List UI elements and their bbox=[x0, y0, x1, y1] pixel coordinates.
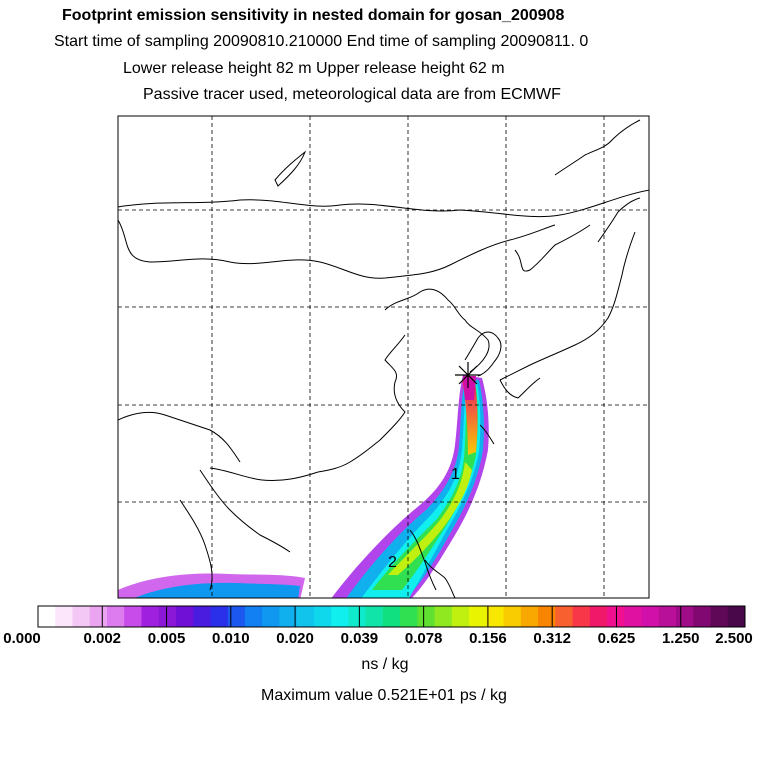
colorbar-cell bbox=[710, 606, 729, 627]
colorbar-cell bbox=[106, 606, 125, 627]
colorbar-tick-label: 0.078 bbox=[404, 630, 443, 647]
colorbar-cell bbox=[365, 606, 384, 627]
colorbar-cell bbox=[417, 606, 436, 627]
colorbar-tick-label: 1.250 bbox=[661, 630, 700, 647]
colorbar-cell bbox=[503, 606, 522, 627]
colorbar-cell bbox=[727, 606, 746, 627]
receptor-marker bbox=[455, 362, 481, 388]
colorbar-cell bbox=[158, 606, 177, 627]
chart-title: Footprint emission sensitivity in nested… bbox=[62, 7, 565, 24]
colorbar-cell bbox=[658, 606, 677, 627]
colorbar-cell bbox=[572, 606, 591, 627]
colorbar-cell bbox=[486, 606, 505, 627]
colorbar-tick-label: 0.005 bbox=[147, 630, 186, 647]
colorbar-cell bbox=[244, 606, 263, 627]
colorbar-frame bbox=[37, 605, 746, 628]
colorbar-tick-label: 0.002 bbox=[83, 630, 122, 647]
colorbar-cell bbox=[72, 606, 91, 627]
colorbar-cell bbox=[55, 606, 73, 627]
colorbar-cell bbox=[175, 606, 194, 627]
colorbar-unit: ns / kg bbox=[361, 656, 409, 673]
footprint-map: 1 2 bbox=[117, 115, 650, 599]
colorbar-cell bbox=[676, 606, 694, 627]
colorbar-tick-label: 0.156 bbox=[469, 630, 507, 647]
colorbar-cell bbox=[469, 606, 487, 627]
colorbar-cell bbox=[262, 606, 280, 627]
plume-label-1: 1 bbox=[451, 466, 460, 483]
colorbar-tick-label: 0.010 bbox=[212, 630, 250, 647]
colorbar-cell bbox=[124, 606, 142, 627]
colorbar-cell bbox=[89, 606, 108, 627]
colorbar-cell bbox=[624, 606, 643, 627]
colorbar-cell bbox=[313, 606, 332, 627]
colorbar-tick-label: 0.039 bbox=[340, 630, 379, 647]
colorbar-tick-label: 0.312 bbox=[533, 630, 571, 647]
colorbar-tick-label: 2.500 bbox=[715, 630, 753, 647]
colorbar-tick-label: 0.020 bbox=[276, 630, 314, 647]
colorbar-cell bbox=[227, 606, 246, 627]
coastlines bbox=[118, 119, 649, 598]
colorbar-cell bbox=[141, 606, 160, 627]
maximum-value: Maximum value 0.521E+01 ps / kg bbox=[261, 687, 507, 704]
colorbar-cell bbox=[382, 606, 401, 627]
colorbar-cell bbox=[193, 606, 211, 627]
colorbar-cell bbox=[589, 606, 608, 627]
colorbar-cell bbox=[296, 606, 315, 627]
colorbar-tick-label: 0.000 bbox=[3, 630, 41, 647]
colorbar-cell bbox=[538, 606, 556, 627]
colorbar-cell bbox=[348, 606, 367, 627]
colorbar-cell bbox=[607, 606, 625, 627]
colorbar-cell bbox=[331, 606, 349, 627]
colorbar-cell bbox=[451, 606, 470, 627]
colorbar-cell bbox=[520, 606, 539, 627]
map-frame bbox=[117, 115, 650, 599]
lat-lon-grid bbox=[118, 116, 649, 598]
colorbar-cells bbox=[37, 606, 746, 627]
colorbar-cell bbox=[38, 606, 56, 627]
plume-label-2: 2 bbox=[388, 554, 397, 571]
colorbar-cell bbox=[210, 606, 229, 627]
tracer-info-line: Passive tracer used, meteorological data… bbox=[143, 86, 561, 103]
release-height-line: Lower release height 82 m Upper release … bbox=[123, 60, 505, 77]
colorbar-cell bbox=[279, 606, 298, 627]
colorbar-cell bbox=[434, 606, 453, 627]
colorbar-cell bbox=[693, 606, 712, 627]
colorbar-tick-label: 0.625 bbox=[597, 630, 636, 647]
colorbar-cell bbox=[400, 606, 418, 627]
colorbar-cell bbox=[641, 606, 660, 627]
colorbar-cell bbox=[555, 606, 574, 627]
sampling-time-line: Start time of sampling 20090810.210000 E… bbox=[54, 33, 589, 50]
